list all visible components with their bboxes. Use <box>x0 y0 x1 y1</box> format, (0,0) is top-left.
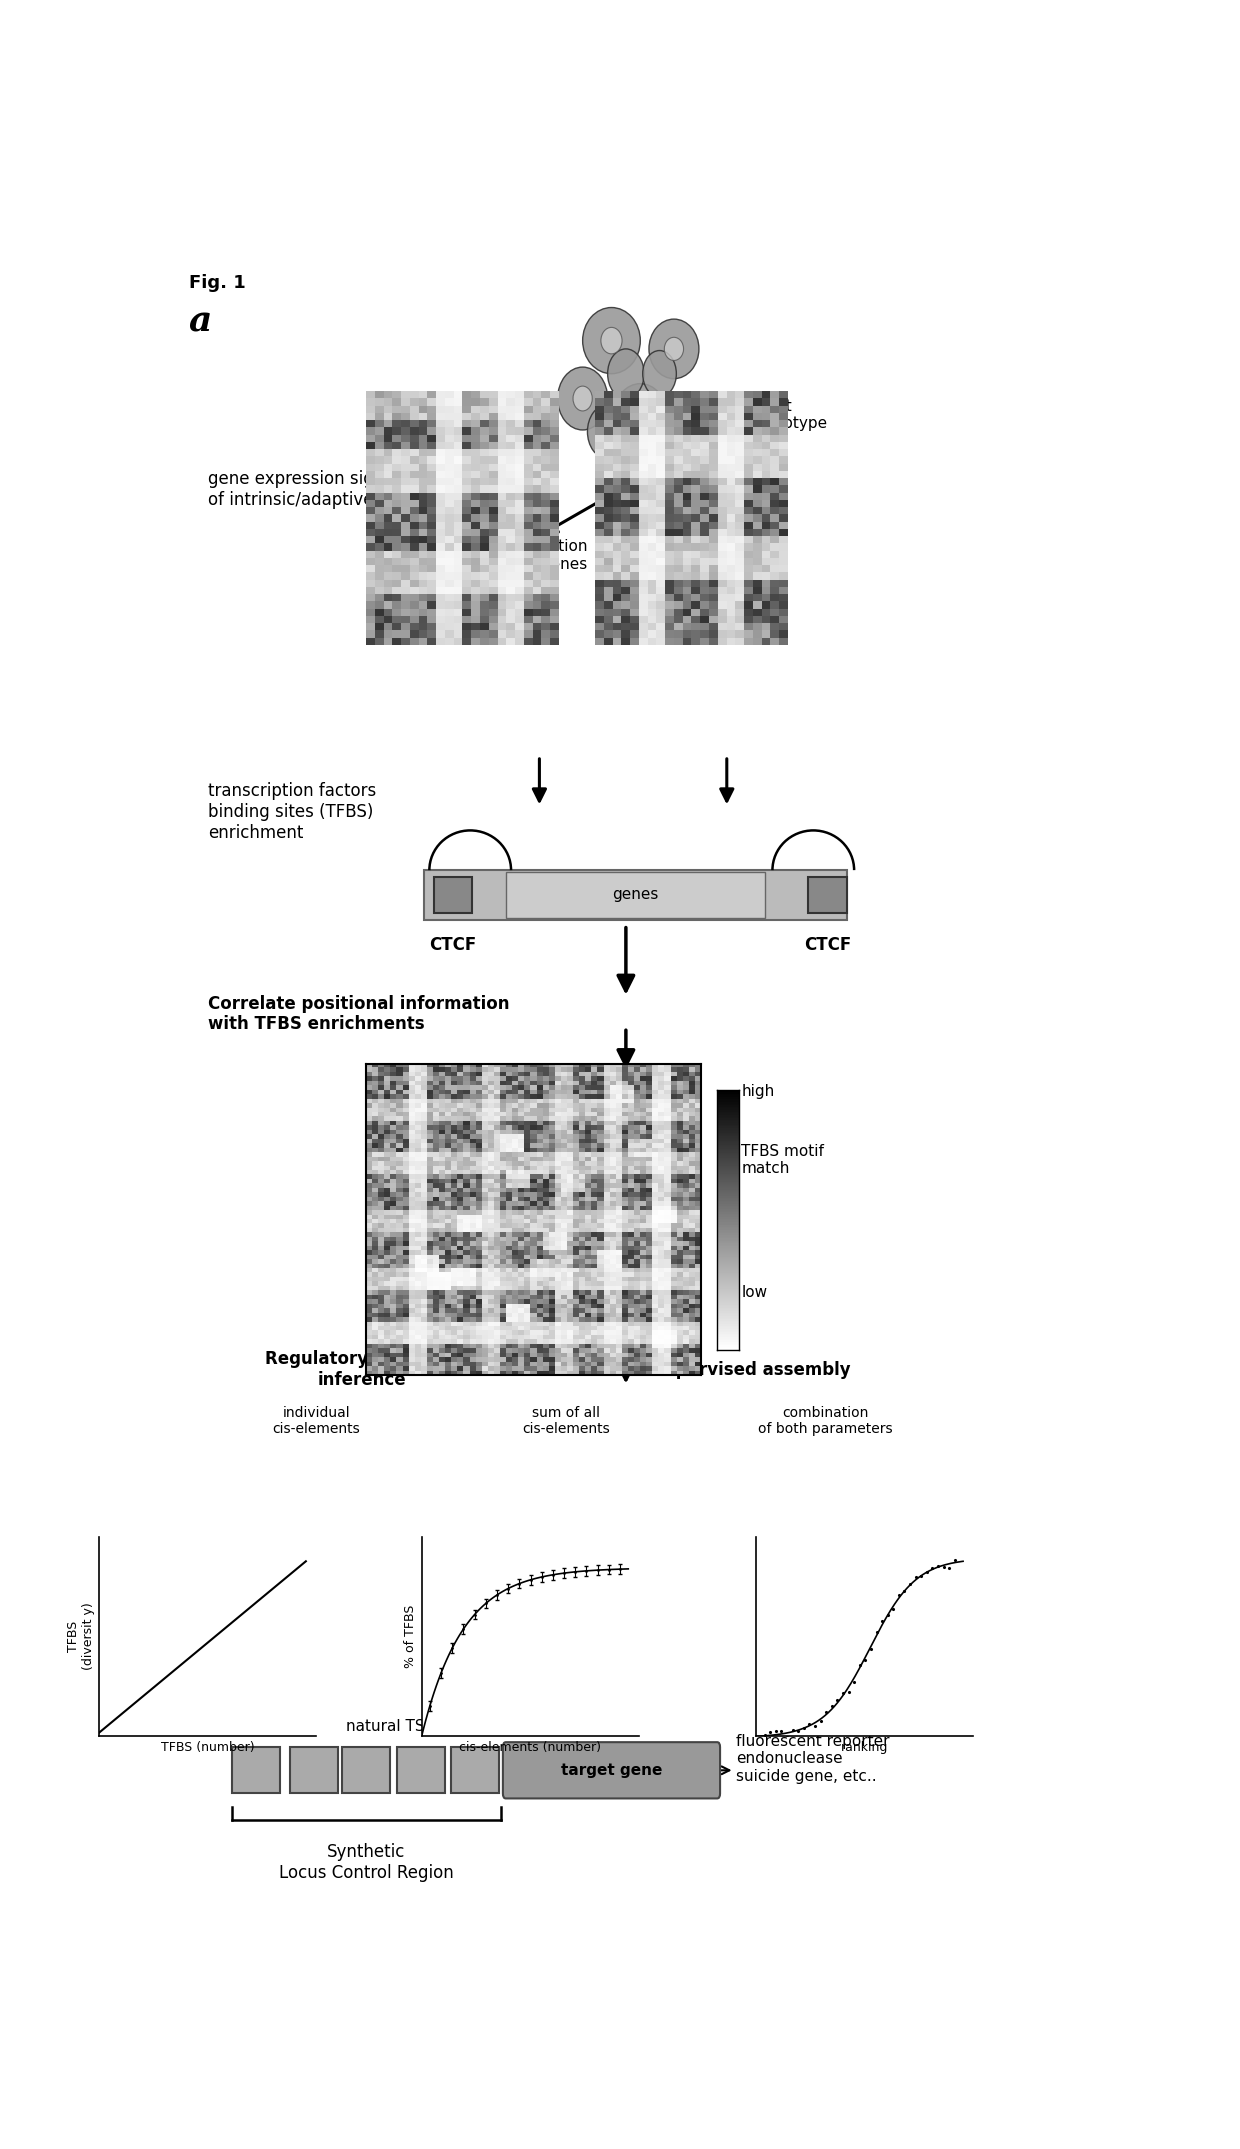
Text: Correlate positional information
with TFBS enrichments: Correlate positional information with TF… <box>208 995 510 1034</box>
Text: Regulatory potential
inference: Regulatory potential inference <box>265 1350 459 1388</box>
FancyBboxPatch shape <box>503 1743 720 1799</box>
Ellipse shape <box>573 387 593 410</box>
X-axis label: ranking: ranking <box>841 1741 889 1754</box>
Text: Supervised assembly: Supervised assembly <box>651 1360 851 1380</box>
Text: low: low <box>742 1285 768 1300</box>
Text: transcription
factor genes: transcription factor genes <box>491 539 588 572</box>
Text: a: a <box>188 305 212 337</box>
Ellipse shape <box>614 385 667 447</box>
Text: individual
cis-elements: individual cis-elements <box>273 1405 361 1436</box>
Text: TFBS motif
match: TFBS motif match <box>742 1143 825 1176</box>
Text: $\rightarrow$ TFBS motif: $\rightarrow$ TFBS motif <box>511 1324 610 1339</box>
Text: Fig. 1: Fig. 1 <box>188 275 246 292</box>
Text: target gene: target gene <box>560 1762 662 1777</box>
Text: genomic
position: genomic position <box>388 1163 418 1223</box>
Text: CTCF: CTCF <box>804 937 852 954</box>
Ellipse shape <box>558 367 608 430</box>
Bar <box>290 1747 337 1794</box>
Text: genes: genes <box>613 888 658 903</box>
Text: Synthetic
Locus Control Region: Synthetic Locus Control Region <box>279 1844 454 1883</box>
Text: gene expression signature
of intrinsic/adaptive state: gene expression signature of intrinsic/a… <box>208 471 428 509</box>
Bar <box>451 1747 498 1794</box>
Text: fluorescent reporter
endonuclease
suicide gene, etc..: fluorescent reporter endonuclease suicid… <box>737 1734 890 1784</box>
Text: CTCF: CTCF <box>429 937 476 954</box>
Y-axis label: TFBS
(diversit y): TFBS (diversit y) <box>67 1603 95 1670</box>
Text: signature
genes: signature genes <box>691 539 763 572</box>
Ellipse shape <box>672 391 714 449</box>
Text: target
phenotype: target phenotype <box>746 400 828 432</box>
Ellipse shape <box>588 406 626 458</box>
Ellipse shape <box>583 307 640 374</box>
Bar <box>808 877 847 913</box>
Ellipse shape <box>665 337 683 361</box>
Ellipse shape <box>608 348 644 398</box>
X-axis label: cis-elements (number): cis-elements (number) <box>459 1741 601 1754</box>
Ellipse shape <box>642 350 676 398</box>
Bar <box>434 877 472 913</box>
Ellipse shape <box>630 402 651 428</box>
X-axis label: TFBS (number): TFBS (number) <box>161 1741 254 1754</box>
Text: transcription factors
binding sites (TFBS)
enrichment: transcription factors binding sites (TFB… <box>208 782 376 842</box>
Text: combination
of both parameters: combination of both parameters <box>759 1405 893 1436</box>
Ellipse shape <box>684 408 702 430</box>
Bar <box>397 1747 445 1794</box>
Y-axis label: % of TFBS: % of TFBS <box>404 1605 418 1668</box>
Ellipse shape <box>649 318 699 378</box>
Bar <box>342 1747 391 1794</box>
Bar <box>424 870 847 920</box>
Text: high: high <box>742 1085 775 1100</box>
Text: sum of all
cis-elements: sum of all cis-elements <box>522 1405 610 1436</box>
Bar <box>232 1747 280 1794</box>
Ellipse shape <box>601 327 622 355</box>
Text: natural TSS: natural TSS <box>346 1719 435 1734</box>
Bar <box>506 872 765 918</box>
